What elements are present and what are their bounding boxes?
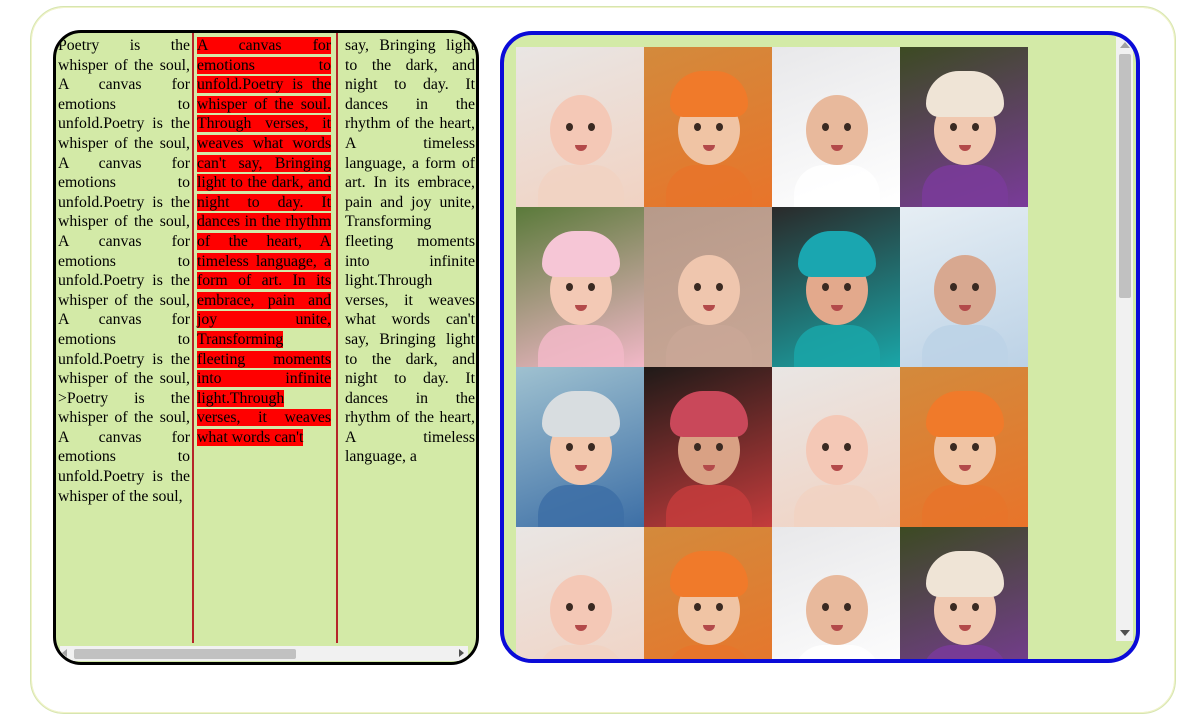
baby-photo xyxy=(900,47,1028,207)
poetry-columns: Poetry is the whisper of the soul, A can… xyxy=(56,33,476,643)
baby-photo xyxy=(644,527,772,659)
column-rule-1 xyxy=(192,33,194,643)
baby-photo xyxy=(516,207,644,367)
baby-photo xyxy=(900,367,1028,527)
poetry-column-1-text: Poetry is the whisper of the soul, A can… xyxy=(58,37,190,505)
poetry-column-3-text: say, Bringing light to the dark, and nig… xyxy=(345,37,475,466)
poetry-column-2: A canvas for emotions to unfold.Poetry i… xyxy=(194,33,334,643)
baby-photo xyxy=(644,367,772,527)
baby-photo xyxy=(772,527,900,659)
image-grid xyxy=(516,47,1028,659)
image-gallery-box[interactable] xyxy=(500,31,1140,663)
horizontal-scrollbar-thumb[interactable] xyxy=(74,649,296,659)
scroll-up-arrow-icon[interactable] xyxy=(1120,42,1130,48)
baby-photo xyxy=(900,527,1028,659)
column-rule-2 xyxy=(336,33,338,643)
baby-photo xyxy=(644,47,772,207)
scroll-left-arrow-icon[interactable] xyxy=(62,649,67,657)
baby-photo xyxy=(772,207,900,367)
baby-photo xyxy=(900,207,1028,367)
baby-photo xyxy=(772,367,900,527)
scroll-down-arrow-icon[interactable] xyxy=(1120,630,1130,636)
baby-photo xyxy=(772,47,900,207)
poetry-column-3: say, Bringing light to the dark, and nig… xyxy=(339,33,476,643)
poetry-column-1: Poetry is the whisper of the soul, A can… xyxy=(56,33,190,643)
poetry-column-2-highlighted-text: A canvas for emotions to unfold.Poetry i… xyxy=(197,37,331,446)
poetry-text-box[interactable]: Poetry is the whisper of the soul, A can… xyxy=(53,30,479,665)
baby-photo xyxy=(516,527,644,659)
vertical-scrollbar[interactable] xyxy=(1116,37,1133,641)
baby-photo xyxy=(516,367,644,527)
baby-photo xyxy=(516,47,644,207)
resize-handle-icon[interactable] xyxy=(1121,649,1131,659)
baby-photo xyxy=(644,207,772,367)
vertical-scrollbar-thumb[interactable] xyxy=(1119,54,1131,298)
horizontal-scrollbar[interactable] xyxy=(60,646,468,661)
scroll-right-arrow-icon[interactable] xyxy=(459,649,464,657)
